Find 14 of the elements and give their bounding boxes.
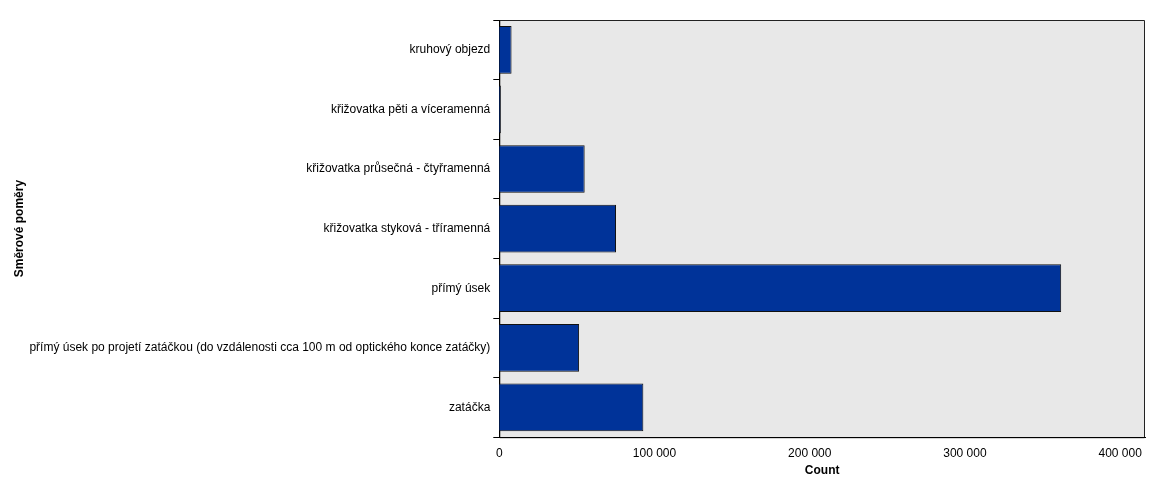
y-tick-label: zatáčka xyxy=(448,399,491,414)
y-tick-label: křižovatka průsečná - čtyřramenná xyxy=(306,161,491,176)
x-axis-title: Count xyxy=(804,463,840,478)
y-tick-label: křižovatka pěti a víceramenná xyxy=(330,101,491,116)
x-tick-label: 100 000 xyxy=(632,445,677,460)
y-tick-label: přímý úsek po projetí zatáčkou (do vzdálenosti cca 100 m od optického konce zatáčky) xyxy=(29,340,491,355)
y-tick-label: křižovatka styková - tříramenná xyxy=(323,220,491,235)
y-tick-label: kruhový objezd xyxy=(409,42,491,57)
y-axis-title: Směrové poměry xyxy=(11,179,26,278)
x-tick-label: 200 000 xyxy=(788,445,832,460)
x-tick-label: 400 000 xyxy=(1098,445,1143,460)
y-tick-label: přímý úsek xyxy=(431,280,492,295)
x-tick-label: 300 000 xyxy=(943,445,987,460)
x-tick-label: 0 xyxy=(495,445,503,460)
